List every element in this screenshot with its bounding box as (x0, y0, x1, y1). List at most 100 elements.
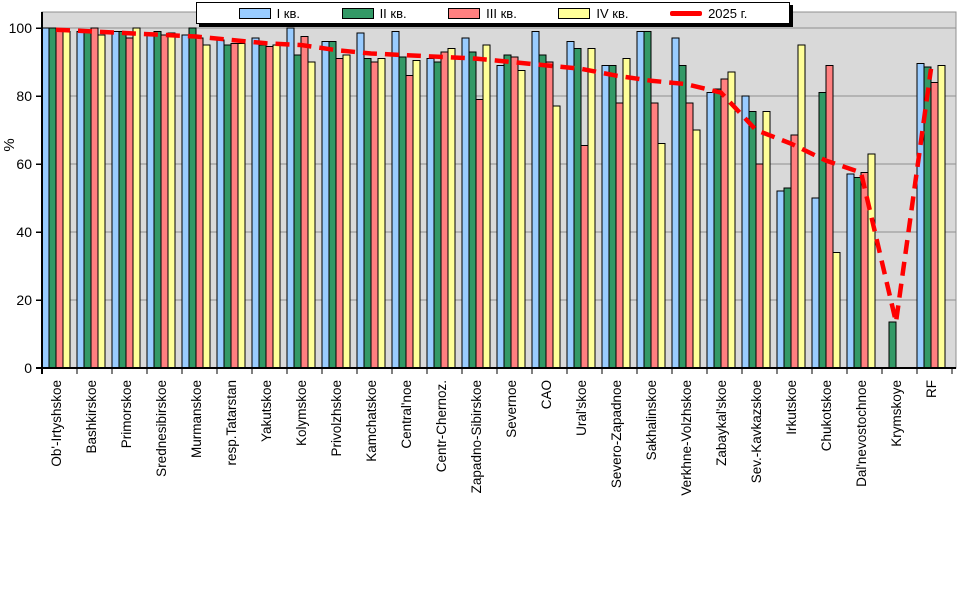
bar-s2-c9 (370, 61, 379, 369)
bar-s0-c1 (76, 30, 85, 369)
x-tick-label: Murmanskoe (189, 380, 204, 458)
bar-s1-c5 (223, 44, 232, 369)
bar-s1-c12 (468, 51, 477, 369)
x-tick-label: Sev.-Kavkazskoe (749, 380, 764, 483)
bar-s0-c10 (391, 30, 400, 369)
bar-s1-c6 (258, 44, 267, 369)
bar-s3-c10 (412, 59, 421, 369)
q1-swatch-icon (238, 7, 271, 19)
bar-s2-c2 (125, 37, 134, 369)
bar-s0-c6 (251, 37, 260, 369)
legend-label-q3: III кв. (486, 5, 517, 21)
x-tick-label: Dal'nevostochnoe (854, 380, 869, 487)
bar-s2-c1 (90, 27, 99, 369)
bar-s0-c16 (601, 64, 610, 369)
bar-s0-c8 (321, 41, 330, 369)
bar-s1-c20 (748, 110, 757, 369)
x-tick-label: Yakutskoe (259, 380, 274, 442)
legend-label-q1: I кв. (276, 5, 300, 21)
bar-s0-c2 (111, 30, 120, 369)
bar-s2-c18 (685, 102, 694, 369)
bar-s2-c12 (475, 98, 484, 369)
bar-s0-c21 (776, 190, 785, 369)
bar-s0-c4 (181, 34, 190, 369)
x-tick-label: Severnoe (504, 380, 519, 438)
bar-s2-c21 (790, 134, 799, 369)
x-tick-label: Krymskoye (889, 380, 904, 447)
x-tick-label: Bashkirskoe (84, 380, 99, 454)
bar-s3-c12 (482, 44, 491, 369)
bar-s0-c22 (811, 197, 820, 369)
x-tick-label: resp.Tatarstan (224, 380, 239, 466)
bar-s3-c22 (832, 251, 841, 369)
bar-s1-c7 (293, 54, 302, 369)
legend-item-q1: I кв. (238, 5, 300, 21)
bar-s1-c22 (818, 92, 827, 369)
y-tick-label: 80 (16, 88, 32, 104)
bar-s0-c5 (216, 39, 225, 369)
q2-swatch-icon (341, 7, 374, 19)
legend-label-2025: 2025 г. (708, 5, 748, 21)
legend-item-q4: IV кв. (558, 6, 629, 21)
x-tick-label: Kolymskoe (294, 380, 309, 446)
x-tick-label: RF (924, 380, 939, 398)
bar-s1-c10 (398, 56, 407, 369)
bar-s3-c2 (132, 27, 141, 369)
legend-item-2025: 2025 г. (670, 6, 747, 21)
trend-line-swatch-icon (670, 10, 703, 16)
bar-s3-c1 (97, 34, 106, 369)
bar-s0-c0 (41, 27, 50, 369)
x-tick-label: Chukotskoe (819, 380, 834, 451)
bar-s0-c20 (741, 95, 750, 369)
x-tick-label: Zabaykal'skoe (714, 380, 729, 466)
bar-s1-c23 (853, 177, 862, 369)
bar-s0-c12 (461, 37, 470, 369)
y-tick-label: 100 (9, 20, 33, 36)
bar-s2-c14 (545, 61, 554, 369)
bar-s3-c21 (797, 44, 806, 369)
bar-s1-c8 (328, 41, 337, 369)
bar-s3-c15 (587, 47, 596, 369)
x-tick-label: Severo-Zapadnoe (609, 380, 624, 488)
bar-s2-c25 (930, 81, 939, 369)
x-tick-label: Irkutskoe (784, 380, 799, 435)
bar-s1-c4 (188, 27, 197, 369)
bar-s1-c3 (153, 30, 162, 369)
y-axis-title: % (1, 138, 18, 151)
legend-item-q3: III кв. (448, 6, 517, 21)
bar-s2-c4 (195, 37, 204, 369)
bar-s3-c4 (202, 44, 211, 369)
bar-s1-c18 (678, 64, 687, 369)
bar-s2-c15 (580, 144, 589, 369)
bar-s3-c19 (727, 71, 736, 369)
bar-s3-c3 (167, 32, 176, 369)
bar-s0-c17 (636, 30, 645, 369)
bar-s3-c23 (867, 153, 876, 369)
bar-s3-c20 (762, 110, 771, 369)
bar-s3-c16 (622, 58, 631, 369)
bar-s0-c7 (286, 27, 295, 369)
bar-s2-c7 (300, 36, 309, 369)
bar-s0-c23 (846, 173, 855, 369)
x-tick-label: Kamchatskoe (364, 380, 379, 462)
y-tick-label: 60 (16, 156, 32, 172)
x-tick-label: Central'noe (399, 380, 414, 449)
bar-s1-c11 (433, 61, 442, 369)
bar-s3-c8 (342, 54, 351, 369)
bar-s0-c3 (146, 32, 155, 369)
legend-label-q2: II кв. (379, 5, 407, 21)
bar-s1-c16 (608, 64, 617, 369)
bar-s3-c9 (377, 58, 386, 369)
x-tick-label: Ural'skoe (574, 380, 589, 436)
x-tick-label: Sakhalinskoe (644, 380, 659, 460)
bar-s3-c6 (272, 44, 281, 369)
bar-s3-c13 (517, 70, 526, 369)
bar-s2-c20 (755, 163, 764, 369)
bar-s1-c2 (118, 30, 127, 369)
bar-s3-c18 (692, 129, 701, 369)
bar-s3-c14 (552, 105, 561, 369)
x-tick-label: Verkhne-Volzhskoe (679, 380, 694, 496)
legend-item-q2: II кв. (341, 5, 407, 21)
